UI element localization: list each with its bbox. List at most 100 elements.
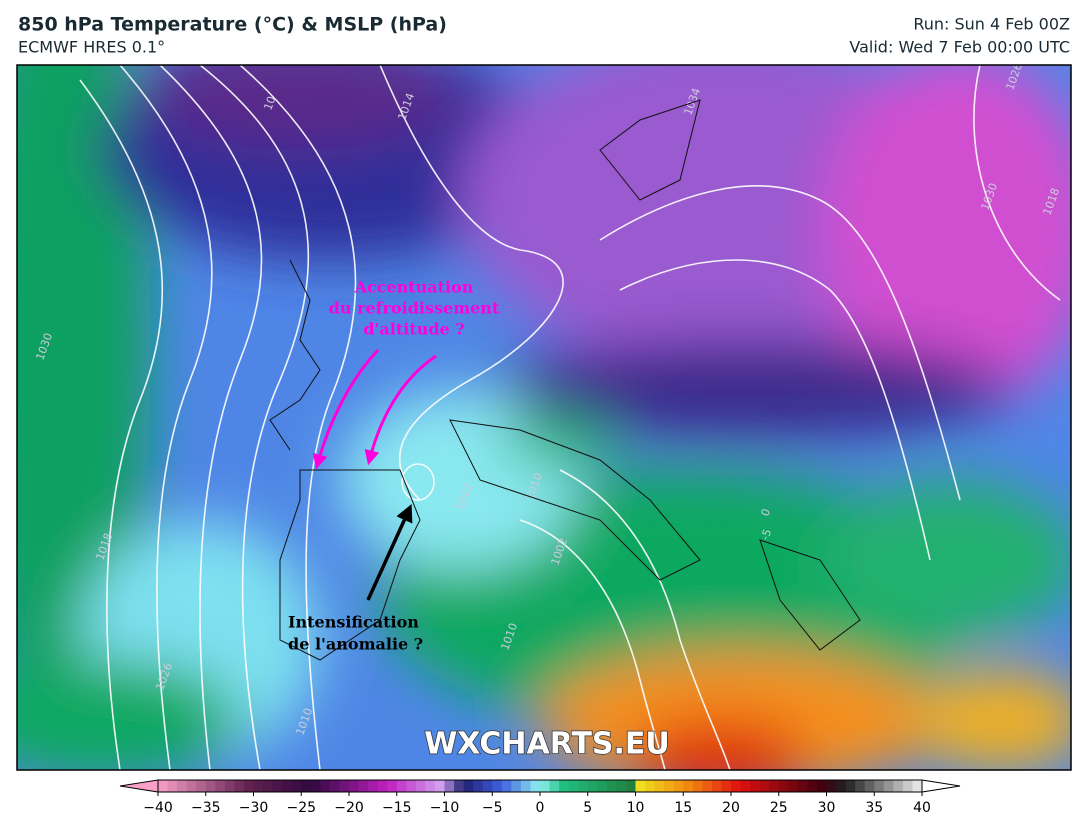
colorbar-swatch [377,780,388,792]
colorbar-swatch [339,780,350,792]
isobar-label: -5 [758,527,774,542]
colorbar-swatch [816,780,827,792]
colorbar-swatch [912,780,923,792]
colorbar-tick-label: −20 [334,800,364,816]
colorbar-swatch [568,780,579,792]
colorbar-tick-label: 35 [865,800,883,816]
colorbar-swatch [301,780,312,792]
colorbar-swatch [750,780,761,792]
colorbar-tick-label: −25 [286,800,316,816]
colorbar-swatch [501,780,512,792]
watermark: WXCHARTS.EU [424,727,670,762]
colorbar-swatch [454,780,465,792]
colorbar-swatch [434,780,445,792]
colorbar-tick-label: 20 [722,800,740,816]
colorbar-tick-label: −10 [430,800,460,816]
colorbar-tick-label: 0 [536,800,545,816]
colorbar-swatch [310,780,321,792]
annotation-anomaly: de l'anomalie ? [288,635,423,654]
colorbar-swatch [224,780,235,792]
colorbar-swatch [836,780,847,792]
colorbar-swatch [597,780,608,792]
colorbar-tick-label: 25 [770,800,788,816]
colorbar-swatch [205,780,216,792]
colorbar-swatch [645,780,656,792]
colorbar-swatch [243,780,254,792]
colorbar-tick-label: 10 [627,800,645,816]
colorbar-tick-label: 30 [818,800,836,816]
colorbar-swatch [740,780,751,792]
colorbar-swatch [272,780,283,792]
colorbar-swatch [444,780,455,792]
colorbar-swatch [396,780,407,792]
colorbar-swatch [358,780,369,792]
colorbar-swatch [721,780,732,792]
colorbar-swatch [731,780,742,792]
colorbar-swatch [177,780,188,792]
isobar-label: 0 [758,507,773,518]
colorbar-swatch [883,780,894,792]
annotation-cooling: d'altitude ? [363,320,464,339]
colorbar-swatch [788,780,799,792]
colorbar-swatch [387,780,398,792]
colorbar-swatch [425,780,436,792]
colorbar-swatch [234,780,245,792]
colorbar-swatch [215,780,226,792]
colorbar-swatch [320,780,331,792]
colorbar-swatch [473,780,484,792]
colorbar-swatch [263,780,274,792]
colorbar-swatch [625,780,636,792]
isobar-label: 10 [261,94,278,112]
colorbar-tick-label: 15 [674,800,692,816]
title: 850 hPa Temperature (°C) & MSLP (hPa) [18,14,447,36]
colorbar-swatch [540,780,551,792]
colorbar-swatch [826,780,837,792]
colorbar-swatch [874,780,885,792]
colorbar-swatch [415,780,426,792]
colorbar-swatch [616,780,627,792]
colorbar-tick-label: 5 [583,800,592,816]
colorbar-swatch [702,780,713,792]
colorbar-swatch [855,780,866,792]
colorbar-swatch [406,780,417,792]
colorbar-swatch [778,780,789,792]
colorbar-swatch [692,780,703,792]
colorbar-swatch [167,780,178,792]
colorbar-swatch [578,780,589,792]
colorbar-swatch [291,780,302,792]
colorbar-swatch [530,780,541,792]
colorbar-end [119,779,159,793]
colorbar-swatch [864,780,875,792]
colorbar-swatch [463,780,474,792]
map-frame [16,64,1072,771]
colorbar-tick-label: −35 [191,800,221,816]
colorbar-swatch [635,780,646,792]
colorbar-swatch [492,780,503,792]
colorbar-tick-label: 40 [913,800,931,816]
colorbar-tick-label: −5 [482,800,503,816]
colorbar-swatch [797,780,808,792]
colorbar-swatch [759,780,770,792]
valid-time: Valid: Wed 7 Feb 00:00 UTC [849,38,1070,57]
colorbar-swatch [559,780,570,792]
annotation-anomaly: Intensification [288,613,419,632]
colorbar-swatch [511,780,522,792]
colorbar-swatch [368,780,379,792]
colorbar-swatch [482,780,493,792]
run-time: Run: Sun 4 Feb 00Z [913,15,1070,34]
colorbar-swatch [186,780,197,792]
colorbar-tick-label: −30 [239,800,269,816]
subtitle: ECMWF HRES 0.1° [18,38,165,57]
colorbar-swatch [282,780,293,792]
colorbar-swatch [664,780,675,792]
colorbar-swatch [520,780,531,792]
colorbar-swatch [807,780,818,792]
colorbar-swatch [902,780,913,792]
colorbar-swatch [549,780,560,792]
colorbar-swatch [683,780,694,792]
colorbar-tick-label: −15 [382,800,412,816]
colorbar-swatch [158,780,169,792]
colorbar-swatch [769,780,780,792]
